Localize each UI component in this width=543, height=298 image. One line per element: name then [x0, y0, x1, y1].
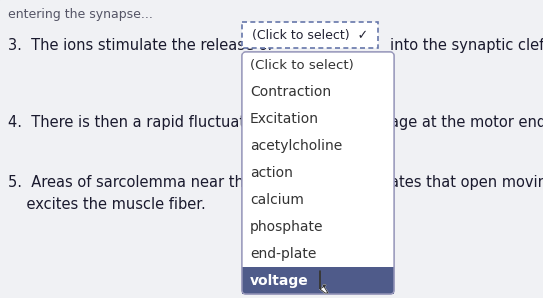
Text: (Click to select): (Click to select)	[250, 59, 353, 72]
Text: Contraction: Contraction	[250, 85, 331, 99]
Text: end-plate: end-plate	[250, 247, 317, 261]
Text: phosphate: phosphate	[250, 220, 324, 234]
Bar	[242, 133, 394, 159]
Bar	[242, 240, 394, 267]
FancyBboxPatch shape	[242, 52, 394, 294]
Text: excites the muscle fiber.: excites the muscle fiber.	[8, 197, 206, 212]
Bar	[242, 52, 394, 79]
Text: Excitation: Excitation	[250, 112, 319, 126]
Bar	[242, 213, 394, 240]
Text: 4.  There is then a rapid fluctuation i: 4. There is then a rapid fluctuation i	[8, 115, 276, 130]
Text: (Click to select)  ✓: (Click to select) ✓	[252, 29, 368, 41]
Bar	[242, 79, 394, 106]
Text: ates that open moving: ates that open moving	[390, 175, 543, 190]
Polygon shape	[320, 271, 328, 293]
Bar	[242, 267, 394, 294]
Text: 3.  The ions stimulate the release of: 3. The ions stimulate the release of	[8, 38, 273, 53]
Bar	[242, 187, 394, 213]
Text: action: action	[250, 166, 293, 180]
Text: into the synaptic cleft: into the synaptic cleft	[390, 38, 543, 53]
Text: voltage: voltage	[250, 274, 309, 288]
Bar	[242, 22, 378, 48]
Text: age at the motor end p: age at the motor end p	[390, 115, 543, 130]
Text: calcium: calcium	[250, 193, 304, 207]
Bar	[242, 106, 394, 133]
Bar	[242, 159, 394, 187]
Text: 5.  Areas of sarcolemma near the mo: 5. Areas of sarcolemma near the mo	[8, 175, 281, 190]
Text: acetylcholine: acetylcholine	[250, 139, 342, 153]
Text: entering the synapse...: entering the synapse...	[8, 8, 153, 21]
